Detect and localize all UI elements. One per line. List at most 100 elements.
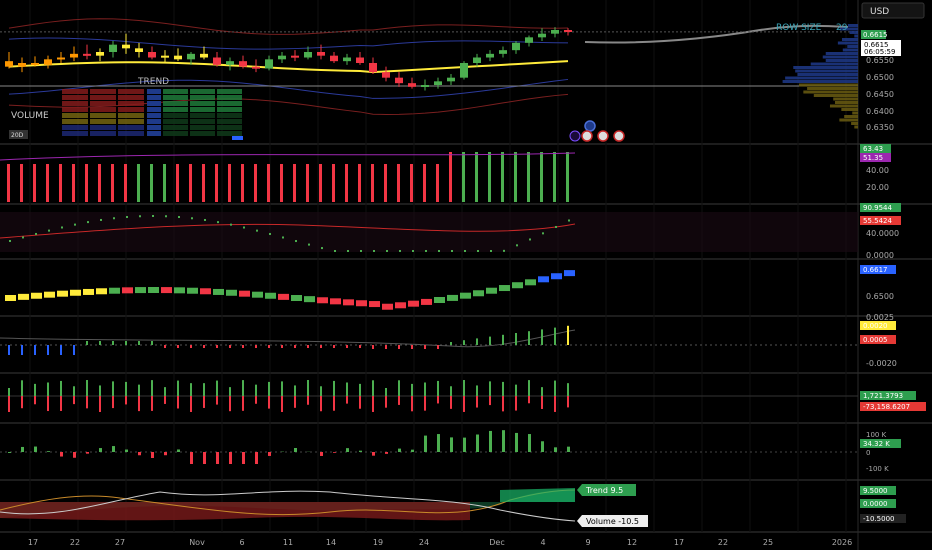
cum-up-bar: [489, 381, 491, 396]
cum-up-bar: [398, 380, 400, 396]
trend-callout: [577, 484, 636, 496]
rsi-tick: 20.00: [866, 183, 889, 192]
osc-bar: [151, 452, 154, 458]
rsi-bar: [59, 164, 62, 202]
osc-bar: [541, 441, 544, 452]
candle-body: [148, 52, 156, 58]
osc-bar: [242, 452, 245, 464]
cum-down-bar: [125, 396, 127, 405]
stoch-dot: [217, 221, 219, 224]
stoch-dot: [386, 250, 388, 252]
rsi-bar: [501, 152, 504, 202]
candle-body: [356, 57, 364, 63]
rsi-bar: [384, 164, 387, 202]
ma-segment: [44, 291, 55, 298]
osc-bar: [476, 434, 479, 452]
rsi-bar: [319, 164, 322, 202]
cum-up-bar: [47, 382, 49, 396]
trend-cell: [118, 89, 144, 94]
rsi-bar: [293, 164, 296, 202]
outer-upper-band: [8, 18, 569, 35]
cum-up-bar: [476, 385, 478, 396]
volume-profile-bar: [854, 34, 858, 38]
cum-up-bar: [359, 383, 361, 396]
rsi-bar: [475, 152, 478, 202]
cum-up-bar: [437, 380, 439, 396]
cum-down-bar: [268, 396, 270, 409]
ma-segment: [551, 273, 562, 280]
cum-down-bar: [385, 396, 387, 408]
candle-body: [57, 57, 65, 60]
ma-segment: [239, 290, 250, 297]
price-axis: 0.6550 0.6500 0.6450 0.6400 0.6350 40.00 20.00…: [860, 56, 926, 523]
trend-cell: [217, 131, 242, 136]
candle-body: [460, 63, 468, 78]
cum-up-bar: [528, 380, 530, 396]
price-tick: 0.6450: [866, 90, 894, 99]
cum-up-bar: [138, 384, 140, 396]
candle-body: [135, 48, 143, 52]
macd-bar: [268, 345, 270, 348]
trend-callout-text: Trend 9.5: [585, 486, 623, 495]
cum-down-bar: [203, 396, 205, 408]
cum-up-bar: [216, 380, 218, 396]
cum-down-bar: [502, 396, 504, 412]
cum-down-bar: [164, 396, 166, 404]
macd-bar: [294, 345, 296, 348]
ma-segment: [304, 296, 315, 303]
candle-body: [226, 61, 234, 65]
osc-bar: [60, 452, 63, 457]
rsi-bar: [72, 164, 75, 202]
trend-cell: [147, 89, 161, 94]
macd-bar: [112, 341, 114, 345]
rsi-bar: [33, 164, 36, 202]
osc-bar: [255, 452, 258, 464]
macd-bar: [203, 345, 205, 348]
candle-body: [161, 55, 169, 58]
candle-body: [408, 83, 416, 87]
stoch-dot: [295, 240, 297, 243]
stoch-dot: [360, 250, 362, 252]
trend-cell: [163, 125, 188, 130]
trend-cell: [118, 107, 144, 112]
cum-down-bar: [515, 396, 517, 411]
macd-bar: [60, 345, 62, 355]
ma-segment: [395, 302, 406, 309]
currency-selector[interactable]: [861, 2, 925, 19]
macd-bar: [320, 345, 322, 348]
time-tick: 25: [763, 538, 773, 547]
price-tick: 0.6500: [866, 73, 894, 82]
osc-bar: [294, 448, 297, 452]
trend-cell: [217, 125, 242, 130]
stoch-dot: [308, 243, 310, 246]
volume-profile-bar: [837, 41, 858, 45]
macd-bar: [502, 334, 504, 345]
lower-band: [8, 78, 569, 99]
cum-up-bar: [450, 386, 452, 396]
volume-profile-bar: [829, 104, 858, 108]
cum-down-bar: [47, 396, 49, 412]
candle-body: [174, 55, 182, 60]
rsi-bar: [397, 164, 400, 202]
osc-bar: [424, 435, 427, 452]
bottom-trend-badge: [860, 486, 896, 495]
volume-profile-bar: [798, 83, 858, 87]
rsi-bar: [527, 152, 530, 202]
current-price-text: 0.6615: [864, 41, 889, 49]
cum-down-bar: [359, 396, 361, 409]
trend-cell: [147, 107, 161, 112]
stoch-tick: 0.0000: [866, 251, 894, 260]
cum-up-bar: [294, 385, 296, 396]
cum-down-bar: [216, 396, 218, 405]
cum-down-bar: [138, 396, 140, 412]
trend-cell: [217, 119, 242, 124]
period-badge: [9, 130, 28, 139]
ma-segment: [356, 300, 367, 307]
osc-bar: [359, 450, 362, 452]
macd-bar: [463, 340, 465, 345]
time-tick: 11: [283, 538, 293, 547]
indicator-panes: [0, 152, 858, 522]
trend-cell: [118, 131, 144, 136]
